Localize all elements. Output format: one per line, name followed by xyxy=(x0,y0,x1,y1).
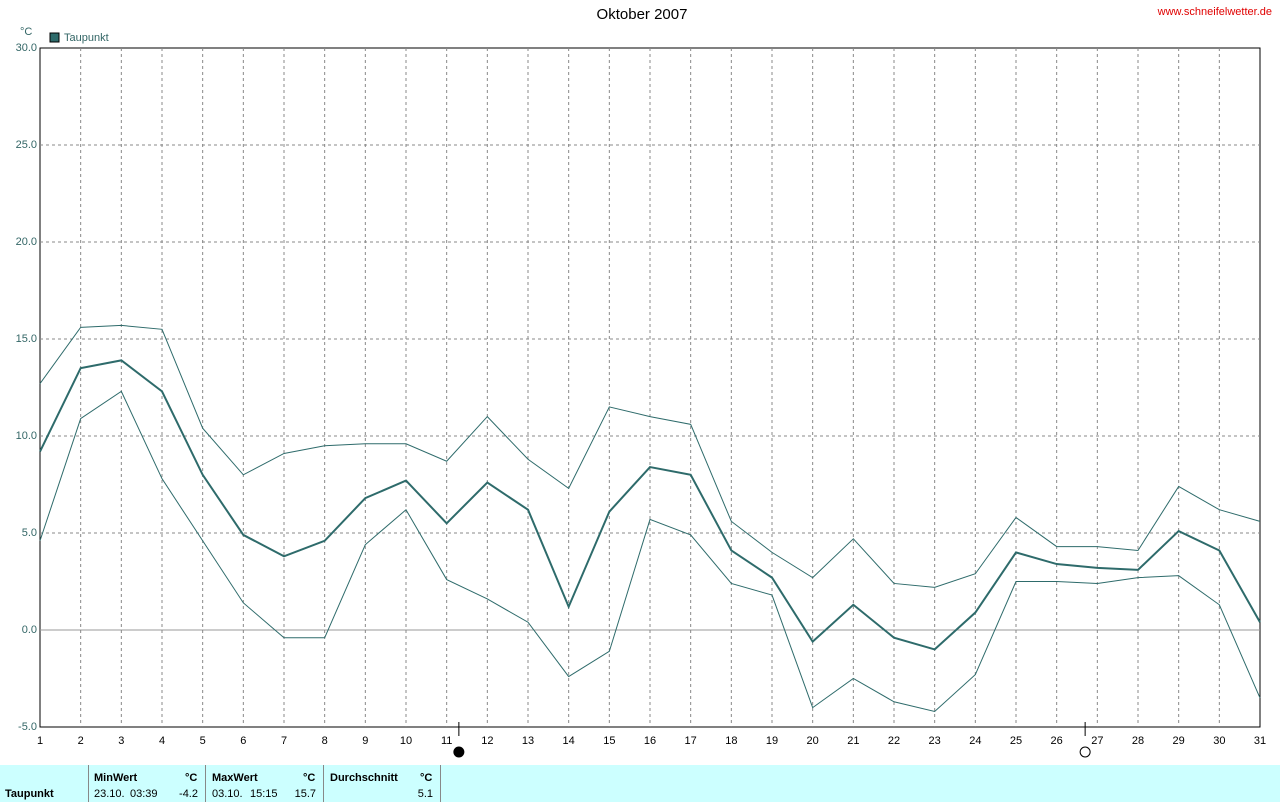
x-tick-label: 27 xyxy=(1091,735,1103,747)
moon-phase xyxy=(1079,746,1091,758)
x-tick-label: 24 xyxy=(969,735,981,747)
x-tick-label: 1 xyxy=(37,735,43,747)
y-tick-label: -5.0 xyxy=(18,721,37,733)
x-tick-label: 11 xyxy=(441,735,452,747)
col-header: Durchschnitt xyxy=(330,772,398,784)
x-tick-label: 20 xyxy=(807,735,819,747)
stats-table: Taupunkt MinWert °C 23.10. 03:39 -4.2 Ma… xyxy=(0,765,1280,802)
legend-label: Taupunkt xyxy=(64,32,109,44)
x-tick-label: 28 xyxy=(1132,735,1144,747)
data-line xyxy=(39,359,1261,651)
cell-date: 03.10. xyxy=(212,788,243,800)
chart-title: Oktober 2007 xyxy=(597,6,688,23)
y-tick-label: 10.0 xyxy=(16,430,37,442)
cell-time: 15:15 xyxy=(250,788,278,800)
separator xyxy=(205,765,206,802)
x-tick-label: 23 xyxy=(929,735,941,747)
x-tick-label: 25 xyxy=(1010,735,1022,747)
x-tick-label: 26 xyxy=(1051,735,1063,747)
y-tick-label: 20.0 xyxy=(16,236,37,248)
x-tick-label: 10 xyxy=(400,735,412,747)
col-unit: °C xyxy=(420,772,433,784)
x-tick-label: 16 xyxy=(644,735,656,747)
x-tick-label: 30 xyxy=(1213,735,1225,747)
separator xyxy=(440,765,441,802)
source: www.schneifelwetter.de xyxy=(1157,6,1272,18)
x-tick-label: 12 xyxy=(481,735,493,747)
col-unit: °C xyxy=(185,772,198,784)
cell-value: -4.2 xyxy=(179,788,198,800)
col-unit: °C xyxy=(303,772,316,784)
x-tick-label: 8 xyxy=(322,735,328,747)
cell-value: 15.7 xyxy=(294,788,316,800)
x-tick-label: 13 xyxy=(522,735,534,747)
x-tick-label: 21 xyxy=(847,735,859,747)
x-tick-label: 31 xyxy=(1254,735,1266,747)
x-tick-label: 5 xyxy=(200,735,206,747)
cell-time: 03:39 xyxy=(130,788,158,800)
data-line xyxy=(39,324,1261,588)
y-tick-label: 15.0 xyxy=(16,333,37,345)
x-tick-label: 3 xyxy=(118,735,124,747)
cell-date: 23.10. xyxy=(94,788,125,800)
x-tick-label: 6 xyxy=(240,735,246,747)
separator xyxy=(323,765,324,802)
col-header: MaxWert xyxy=(212,772,258,784)
y-tick-label: 25.0 xyxy=(16,139,37,151)
y-tick-label: 5.0 xyxy=(22,527,37,539)
x-tick-label: 4 xyxy=(159,735,165,747)
chart: Oktober 2007 www.schneifelwetter.de °C -… xyxy=(16,6,1272,758)
x-tick-label: 15 xyxy=(603,735,615,747)
cell-value: 5.1 xyxy=(417,788,433,800)
x-tick-label: 19 xyxy=(766,735,778,747)
moon-phase xyxy=(453,746,465,758)
data-line xyxy=(39,390,1261,713)
x-tick-label: 18 xyxy=(725,735,737,747)
legend-swatch xyxy=(49,32,60,43)
y-unit: °C xyxy=(20,26,32,38)
x-tick-label: 22 xyxy=(888,735,900,747)
x-tick-label: 2 xyxy=(78,735,84,747)
x-tick-label: 14 xyxy=(563,735,575,747)
x-tick-label: 17 xyxy=(685,735,697,747)
x-tick-label: 7 xyxy=(281,735,287,747)
x-tick-label: 29 xyxy=(1173,735,1185,747)
y-tick-label: 0.0 xyxy=(22,624,37,636)
separator xyxy=(88,765,89,802)
y-tick-label: 30.0 xyxy=(16,42,37,54)
row-label: Taupunkt xyxy=(5,788,54,800)
col-header: MinWert xyxy=(94,772,138,784)
x-tick-label: 9 xyxy=(362,735,368,747)
